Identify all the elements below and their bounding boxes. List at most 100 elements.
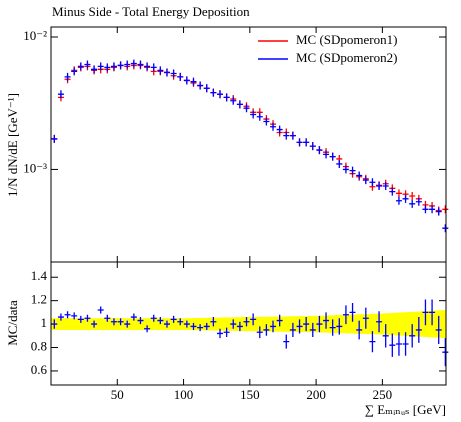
ratio-point [329,319,336,336]
ratio-point [130,313,137,321]
ratio-point [356,320,363,340]
ratio-point [84,314,91,322]
ratio-point [395,332,402,356]
ratio-point [91,320,98,328]
x-tick-label: 150 [240,387,260,402]
ratio-point [236,321,243,332]
ratio-point [243,317,250,327]
y-tick-label: 0.8 [31,338,47,353]
ratio-point [64,311,71,319]
data-point [422,205,429,214]
ratio-point [157,317,164,325]
data-point [170,69,177,78]
ratio-point [336,318,343,335]
y-axis-label: 1/N dN/dE [GeV⁻¹] [5,93,20,197]
data-point [429,205,436,214]
y-tick-label: 1.4 [31,268,48,283]
ratio-point [97,306,104,314]
data-point [223,93,230,102]
data-point [104,63,111,72]
ratio-point [323,312,330,329]
data-point [124,60,131,69]
data-point [395,189,402,198]
data-point [150,63,157,72]
ratio-point [289,322,296,337]
ratio-point [442,338,449,367]
ratio-point [124,320,131,328]
data-point [183,76,190,85]
data-point [230,96,237,105]
data-point [130,59,137,68]
data-point [203,84,210,93]
data-point [356,171,363,180]
data-point [144,62,151,71]
data-point [283,131,290,140]
data-point [256,112,263,121]
ratio-point [382,324,389,348]
legend-label: MC (SDpomeron1) [296,32,397,47]
data-point [137,60,144,69]
data-point [323,150,330,159]
ratio-point [197,324,204,332]
ratio-point [250,313,257,326]
data-point [97,62,104,71]
data-point [442,205,449,214]
ratio-frame [50,261,447,386]
ratio-point [230,319,237,329]
data-point [289,131,296,140]
ratio-point [137,317,144,325]
data-point [243,104,250,113]
legend-label: MC (SDpomeron2) [296,50,397,65]
ratio-point [110,318,117,326]
ratio-point [51,319,58,329]
data-point [336,159,343,168]
ratio-point [71,312,78,320]
ratio-point [349,303,356,322]
ratio-point [270,320,277,333]
data-point [197,81,204,90]
ratio-point [117,318,124,326]
data-point [91,65,98,74]
ratio-point [203,322,210,330]
data-point [270,122,277,131]
data-point [84,60,91,69]
ratio-point [429,299,436,326]
data-point [296,138,303,147]
data-point [64,72,71,81]
y-tick-label: 10⁻³ [23,160,47,175]
data-point [236,100,243,109]
data-point [349,166,356,175]
data-point [71,67,78,76]
ratio-point [210,317,217,327]
ratio-point [309,322,316,337]
ratio-point [177,318,184,326]
ratio-point [163,320,170,328]
data-point [442,224,449,233]
y-tick-label: 10⁻² [23,28,47,43]
data-point [77,62,84,71]
ratio-point [316,315,323,333]
data-point [369,178,376,187]
ratio-point [276,314,283,327]
data-point [110,62,117,71]
ratio-point [402,332,409,356]
ratio-point [389,333,396,357]
plot-area: 10⁻² 10⁻³ MC (SDpomeron1) MC (SDpomeron2) 50… [23,27,449,402]
data-point [415,197,422,206]
data-point [402,194,409,203]
data-point [316,146,323,155]
ratio-point [190,322,197,330]
data-point [329,152,336,161]
data-point [163,68,170,77]
x-tick-label: 200 [306,387,326,402]
ratio-point [104,314,111,322]
data-point [435,207,442,216]
ratio-y-axis-label: MC/data [5,300,20,346]
data-point [389,187,396,196]
x-axis-label: ∑ Eₘᵢₙᵤₛ [GeV] [365,402,446,417]
data-point [51,134,58,143]
ratio-point [150,314,157,322]
data-point [117,61,124,70]
data-point [177,72,184,81]
